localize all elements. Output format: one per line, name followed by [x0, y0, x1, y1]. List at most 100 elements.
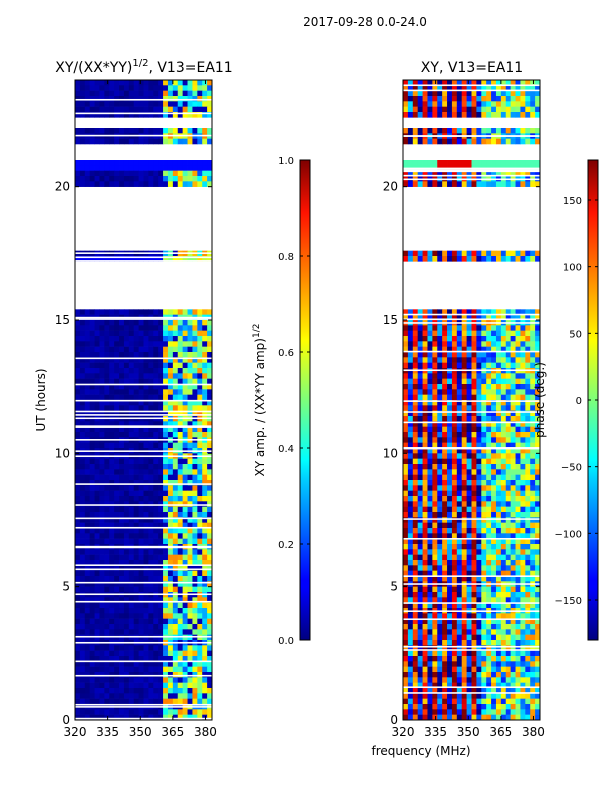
- heatmap-cell: [104, 645, 110, 651]
- heatmap-cell: [535, 592, 540, 598]
- heatmap-cell: [99, 138, 105, 145]
- heatmap-cell: [432, 341, 438, 347]
- heatmap-cell: [167, 373, 174, 379]
- heatmap-cell: [163, 474, 169, 481]
- heatmap-cell: [447, 85, 453, 91]
- heatmap-cell: [99, 608, 105, 614]
- heatmap-cell: [486, 128, 492, 134]
- heatmap-cell: [486, 506, 492, 513]
- heatmap-cell: [163, 682, 169, 689]
- heatmap-cell: [481, 453, 487, 459]
- heatmap-cell: [530, 533, 536, 539]
- heatmap-cell: [427, 506, 433, 513]
- heatmap-cell: [138, 613, 144, 619]
- heatmap-cell: [84, 426, 91, 433]
- heatmap-cell: [128, 464, 135, 470]
- heatmap-cell: [510, 101, 516, 107]
- heatmap-cell: [451, 309, 458, 315]
- heatmap-cell: [466, 624, 472, 630]
- heatmap-cell: [119, 106, 125, 113]
- heatmap-cell: [99, 96, 105, 102]
- heatmap-cell: [486, 645, 492, 651]
- heatmap-cell: [94, 410, 100, 417]
- heatmap-cell: [187, 624, 193, 630]
- heatmap-cell: [530, 576, 536, 582]
- heatmap-cell: [119, 389, 125, 395]
- heatmap-cell: [84, 410, 91, 417]
- heatmap-cell: [148, 181, 154, 187]
- heatmap-cell: [491, 309, 497, 315]
- heatmap-cell: [197, 464, 203, 470]
- heatmap-cell: [94, 128, 100, 134]
- heatmap-cell: [451, 160, 458, 166]
- heatmap-cell: [461, 517, 467, 523]
- heatmap-cell: [123, 501, 130, 507]
- heatmap-cell: [510, 512, 516, 518]
- heatmap-cell: [417, 432, 423, 438]
- heatmap-cell: [476, 560, 482, 566]
- heatmap-cell: [486, 250, 492, 257]
- heatmap-cell: [207, 549, 212, 555]
- heatmap-cell: [128, 128, 135, 134]
- heatmap-cell: [138, 325, 144, 331]
- heatmap-cell: [456, 560, 463, 566]
- heatmap-cell: [182, 613, 188, 619]
- heatmap-cell: [486, 394, 492, 401]
- heatmap-cell: [148, 581, 154, 587]
- heatmap-cell: [158, 608, 164, 614]
- heatmap-cell: [500, 448, 507, 454]
- heatmap-cell: [197, 645, 203, 651]
- heatmap-cell: [530, 325, 536, 331]
- heatmap-cell: [486, 474, 492, 481]
- heatmap-cell: [99, 384, 105, 390]
- heatmap-cell: [79, 608, 86, 614]
- heatmap-cell: [403, 597, 409, 603]
- heatmap-cell: [481, 384, 487, 390]
- heatmap-cell: [447, 384, 453, 390]
- heatmap-cell: [535, 394, 540, 401]
- heatmap-cell: [486, 560, 492, 566]
- heatmap-cell: [182, 336, 188, 342]
- heatmap-cell: [123, 517, 130, 523]
- heatmap-cell: [153, 160, 159, 166]
- heatmap-cell: [143, 181, 149, 187]
- heatmap-cell: [471, 416, 477, 422]
- heatmap-cell: [432, 624, 438, 630]
- heatmap-cell: [202, 517, 208, 523]
- heatmap-cell: [148, 405, 154, 411]
- heatmap-cell: [163, 656, 169, 662]
- heatmap-cell: [119, 378, 125, 385]
- heatmap-cell: [128, 570, 135, 577]
- heatmap-cell: [94, 373, 100, 379]
- heatmap-cell: [138, 597, 144, 603]
- heatmap-cell: [525, 474, 531, 481]
- heatmap-cell: [481, 128, 487, 134]
- heatmap-cell: [481, 613, 487, 619]
- heatmap-cell: [89, 101, 95, 107]
- heatmap-cell: [153, 469, 159, 475]
- heatmap-cell: [515, 629, 521, 635]
- heatmap-cell: [476, 373, 482, 379]
- heatmap-cell: [197, 378, 203, 385]
- heatmap-cell: [427, 624, 433, 630]
- heatmap-cell: [530, 453, 536, 459]
- heatmap-cell: [158, 336, 164, 342]
- heatmap-cell: [476, 458, 482, 465]
- heatmap-cell: [177, 629, 184, 635]
- heatmap-cell: [109, 576, 115, 582]
- heatmap-cell: [158, 677, 164, 683]
- heatmap-cell: [99, 682, 105, 689]
- heatmap-cell: [535, 256, 540, 262]
- heatmap-cell: [530, 512, 536, 518]
- heatmap-cell: [451, 426, 458, 433]
- heatmap-cell: [451, 634, 458, 641]
- heatmap-cell: [143, 400, 149, 406]
- heatmap-cell: [505, 629, 512, 635]
- heatmap-cell: [128, 538, 135, 545]
- heatmap-cell: [114, 90, 120, 97]
- heatmap-cell: [138, 128, 144, 134]
- heatmap-cell: [422, 181, 428, 187]
- heatmap-cell: [207, 485, 212, 491]
- heatmap-cell: [515, 469, 521, 475]
- heatmap-cell: [412, 378, 419, 385]
